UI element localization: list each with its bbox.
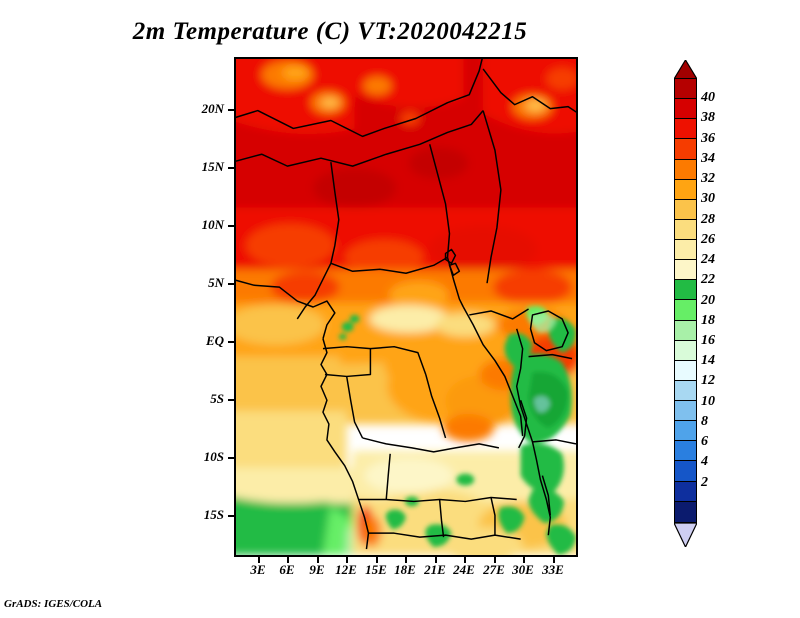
x-tick [553,557,555,563]
x-tick [435,557,437,563]
colorbar-tick-2: 2 [701,474,708,490]
y-tick [228,283,234,285]
colorbar-tick-12: 12 [701,373,715,389]
colorbar-tick-18: 18 [701,312,715,328]
colorbar-segment [675,179,696,200]
colorbar-segment [675,360,696,381]
x-label-27E: 27E [483,562,505,577]
colorbar-tick-8: 8 [701,413,708,429]
colorbar-segment [675,240,696,261]
colorbar-tick-4: 4 [701,454,708,470]
x-tick [287,557,289,563]
colorbar-segment [675,280,696,301]
colorbar-segment [675,501,696,522]
country-borders [236,59,576,550]
y-label-20N: 20N [201,101,224,116]
y-tick [228,167,234,169]
colorbar-tick-14: 14 [701,353,715,369]
colorbar-segment [675,441,696,462]
colorbar-tick-38: 38 [701,110,715,126]
colorbar-segment [675,79,696,100]
temperature-map [234,57,578,557]
colorbar-cap-top [674,60,697,79]
colorbar-segment [675,461,696,482]
colorbar-segment [675,119,696,140]
x-label-6E: 6E [279,562,295,577]
x-tick [494,557,496,563]
y-tick [228,515,234,517]
highland-cool-zones [338,306,576,555]
x-label-21E: 21E [424,562,446,577]
colorbar-tick-22: 22 [701,272,715,288]
x-tick [405,557,407,563]
colorbar-tick-32: 32 [701,171,715,187]
x-tick [376,557,378,563]
colorbar-segment [675,199,696,220]
x-tick [464,557,466,563]
colorbar-tick-28: 28 [701,211,715,227]
colorbar-cap-bottom [674,523,697,547]
colorbar-tick-16: 16 [701,332,715,348]
y-tick [228,341,234,343]
x-label-12E: 12E [335,562,357,577]
colorbar-segment [675,99,696,120]
x-label-33E: 33E [542,562,564,577]
colorbar-tick-30: 30 [701,191,715,207]
colorbar-tick-24: 24 [701,252,715,268]
y-label-5N: 5N [208,275,224,290]
colorbar-segment [675,219,696,240]
y-tick [228,225,234,227]
colorbar-segment [675,401,696,422]
colorbar-segment [675,481,696,502]
y-label-10S: 10S [203,449,224,464]
colorbar-tick-36: 36 [701,130,715,146]
y-label-5S: 5S [210,391,224,406]
colorbar[interactable] [674,78,697,523]
x-label-30E: 30E [512,562,534,577]
colorbar-tick-34: 34 [701,150,715,166]
y-label-EQ: EQ [205,333,224,348]
y-label-10N: 10N [201,217,224,232]
colorbar-tick-10: 10 [701,393,715,409]
y-tick [228,109,234,111]
colorbar-segment [675,260,696,281]
x-label-24E: 24E [453,562,475,577]
x-tick [346,557,348,563]
colorbar-segment [675,380,696,401]
y-tick [228,457,234,459]
x-label-15E: 15E [365,562,387,577]
colorbar-segment [675,421,696,442]
page-title: 2m Temperature (C) VT:2020042215 [132,18,528,45]
colorbar-segment [675,300,696,321]
x-label-3E: 3E [250,562,266,577]
colorbar-tick-40: 40 [701,90,715,106]
y-label-15S: 15S [203,507,224,522]
x-label-18E: 18E [394,562,416,577]
map-canvas [236,59,576,555]
colorbar-segment [675,159,696,180]
x-label-9E: 9E [309,562,325,577]
y-label-15N: 15N [201,159,224,174]
colorbar-tick-26: 26 [701,231,715,247]
colorbar-tick-20: 20 [701,292,715,308]
colorbar-segment [675,340,696,361]
x-tick [258,557,260,563]
colorbar-segment [675,139,696,160]
colorbar-tick-6: 6 [701,434,708,450]
colorbar-segment [675,320,696,341]
y-tick [228,399,234,401]
x-tick [317,557,319,563]
credit-text: GrADS: IGES/COLA [4,598,103,610]
x-tick [523,557,525,563]
